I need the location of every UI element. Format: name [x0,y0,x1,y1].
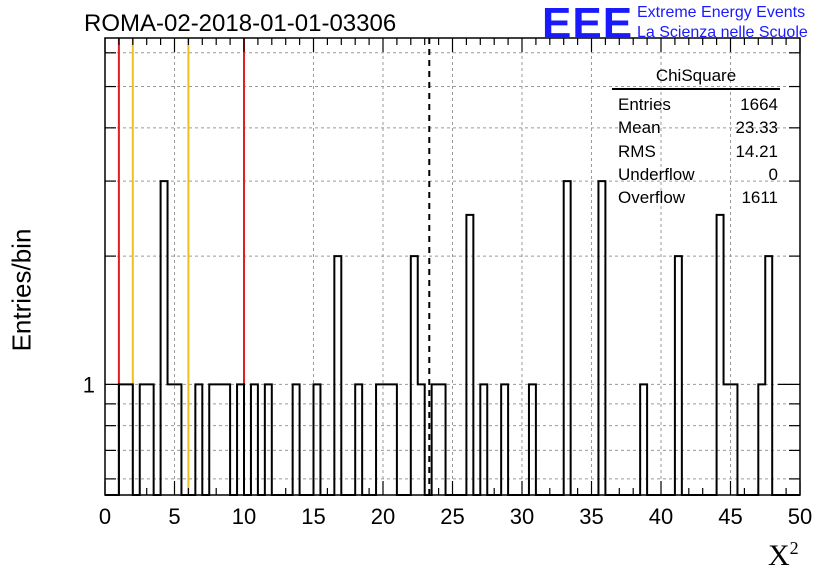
tick-labels: 0 5 10 15 20 25 30 35 40 45 50 1 [83,372,812,529]
stats-row-entries: Entries 1664 [612,93,780,116]
x-tick-label: 35 [579,504,603,529]
stats-row-underflow: Underflow 0 [612,163,780,186]
y-axis-label-wrapper: Entries/bin [6,229,37,352]
x-tick-label: 15 [301,504,325,529]
stats-value: 1611 [741,188,778,208]
x-tick-label: 0 [99,504,111,529]
x-axis-label: X2 [768,538,799,573]
stats-value: 23.33 [735,118,778,138]
stats-label: RMS [618,141,656,161]
stats-label: Mean [618,118,661,138]
stats-label: Overflow [618,188,686,208]
stats-box: ChiSquare Entries 1664 Mean 23.33 RMS 14.21… [612,66,780,209]
stats-row-mean: Mean 23.33 [612,116,780,139]
stats-value: 14.21 [735,141,778,161]
stats-label: Underflow [618,164,695,184]
logo-tagline-2: La Scienza nelle Scuole [637,24,808,41]
axis-ticks [104,38,801,495]
stats-title: ChiSquare [655,66,737,85]
logo-tagline-1: Extreme Energy Events [637,4,806,21]
x-tick-label: 10 [232,504,256,529]
stats-value: 1664 [740,95,778,114]
stats-label: Entries [618,95,671,114]
x-axis-label-superscript: 2 [789,538,799,558]
plot-title: ROMA-02-2018-01-01-03306 [84,10,397,37]
grid-layer [105,38,800,495]
x-tick-label: 5 [168,504,180,529]
x-tick-label: 30 [510,504,534,529]
x-tick-label: 20 [371,504,395,529]
x-tick-label: 40 [649,504,673,529]
y-axis-label: Entries/bin [6,228,37,352]
y-tick-label: 1 [83,372,95,397]
x-tick-label: 25 [440,504,464,529]
stats-value: 0 [768,164,778,184]
x-tick-label: 50 [788,504,812,529]
x-tick-label: 45 [718,504,742,529]
x-axis-label-main: X [768,539,790,572]
eee-logo-text: EEE [542,0,634,48]
stats-row-rms: RMS 14.21 [612,140,780,163]
stats-divider [612,88,780,90]
stats-row-overflow: Overflow 1611 [612,186,780,209]
